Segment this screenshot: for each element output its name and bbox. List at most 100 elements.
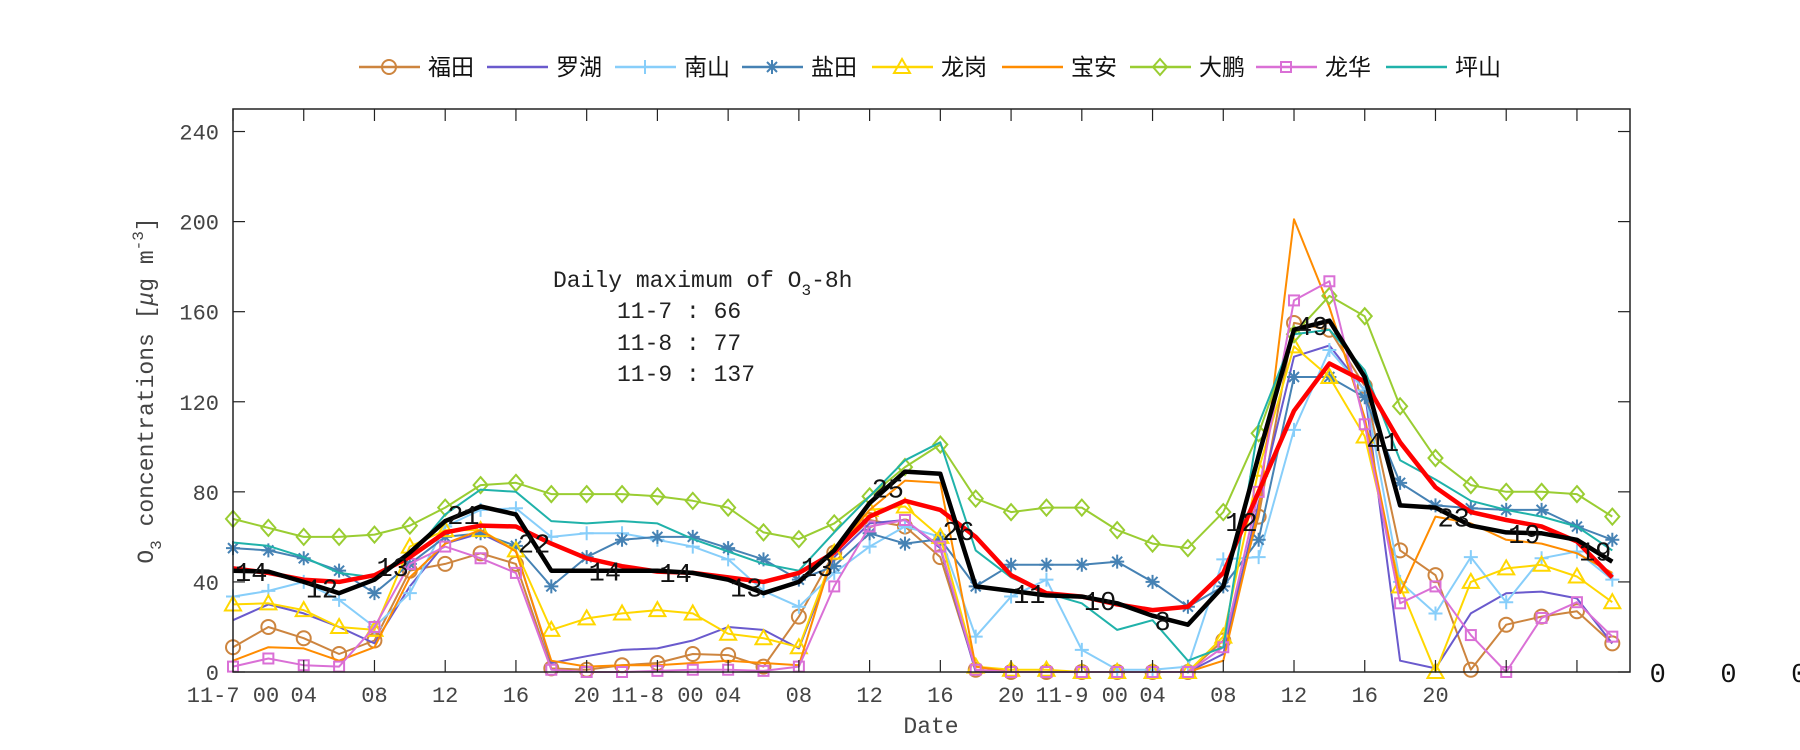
point-label: 0 — [1791, 661, 1800, 691]
data-point — [368, 620, 381, 633]
data-point — [401, 516, 419, 536]
point-label: 0 — [1650, 661, 1666, 691]
data-point — [1461, 571, 1481, 589]
series-lines — [223, 218, 1623, 680]
series-南山 — [226, 342, 1620, 677]
data-point — [1251, 550, 1266, 565]
data-point — [969, 663, 982, 676]
x-tick-label: 11-7 00 — [187, 684, 279, 709]
point-label: 23 — [1437, 506, 1469, 536]
point-label: 13 — [801, 555, 833, 585]
x-tick-label: 12 — [432, 684, 458, 709]
data-point — [473, 526, 488, 541]
point-label: 21 — [447, 503, 479, 533]
data-point — [1323, 275, 1336, 288]
data-point — [1321, 286, 1338, 306]
data-point — [1144, 534, 1161, 554]
point-label: 41 — [1367, 430, 1399, 460]
data-point — [1462, 475, 1480, 495]
x-tick-label: 08 — [1210, 684, 1236, 709]
legend-label: 南山 — [684, 55, 730, 81]
data-point — [294, 600, 314, 618]
data-point — [863, 520, 876, 533]
data-point — [647, 600, 668, 618]
data-point — [402, 586, 417, 601]
data-point — [1462, 661, 1479, 678]
data-point — [258, 593, 279, 611]
y-tick-label: 0 — [206, 662, 219, 687]
point-labels: 14 12 13 21 22 14 14 13 13 25 26 11 10 8 12 49 41 23 19 19 0… — [235, 314, 1800, 691]
data-point — [1179, 538, 1197, 558]
data-point — [1358, 418, 1371, 431]
data-point — [684, 491, 702, 511]
red-line — [232, 361, 1614, 613]
data-point — [329, 616, 349, 634]
y-tick-label: 120 — [179, 392, 219, 417]
data-point — [1110, 554, 1125, 569]
y-axis-label-part: ] — [134, 217, 160, 231]
data-point — [544, 579, 559, 594]
data-point — [262, 652, 275, 665]
daily-max-annotation: Daily maximum of O3-8h 11-7 : 66 11-8 : … — [553, 268, 852, 388]
x-tick-label: 04 — [1139, 684, 1165, 709]
data-point — [474, 552, 487, 565]
data-point — [576, 608, 597, 626]
data-point — [1356, 306, 1374, 326]
annotation-title-subscript: 3 — [801, 282, 811, 300]
data-point — [1567, 566, 1587, 584]
data-point — [437, 555, 454, 572]
data-point — [435, 520, 455, 538]
annotation-title-suffix: -8h — [811, 268, 852, 294]
data-point — [789, 637, 809, 655]
data-point — [686, 663, 699, 676]
x-tick-label: 04 — [291, 684, 317, 709]
data-point — [1602, 592, 1623, 610]
data-point — [1568, 484, 1586, 504]
x-axis-label: Date — [903, 714, 958, 740]
point-label: 8 — [1155, 609, 1171, 639]
data-point — [470, 520, 491, 538]
data-point — [932, 435, 949, 455]
data-point — [1498, 616, 1515, 633]
data-point — [1322, 342, 1337, 357]
legend-marker-icon — [381, 59, 397, 75]
data-point — [578, 484, 595, 504]
legend: 福田 罗湖 南山 盐田 龙岗 宝安 大鹏 龙华 坪山 — [359, 55, 1501, 81]
data-point — [1393, 475, 1408, 490]
data-point — [366, 525, 383, 545]
data-point — [1534, 502, 1549, 517]
x-tick-label: 11-8 00 — [611, 684, 703, 709]
point-label: 49 — [1296, 314, 1328, 344]
data-point — [1287, 369, 1302, 384]
data-point — [897, 536, 912, 551]
series-line — [232, 349, 1613, 671]
data-point — [1002, 502, 1020, 522]
data-point — [756, 552, 771, 567]
y-axis-label-part: g m — [134, 250, 160, 291]
annotation-title-text: Daily maximum of O — [553, 268, 801, 294]
y-tick-label: 40 — [193, 572, 219, 597]
legend-item: 大鹏 — [1130, 55, 1245, 81]
data-point — [1039, 557, 1054, 572]
data-point — [684, 645, 701, 662]
data-point — [260, 518, 277, 538]
data-point — [296, 551, 311, 566]
data-point — [1568, 603, 1585, 620]
data-point — [718, 623, 738, 641]
x-tick-label: 20 — [998, 684, 1024, 709]
y-tick-label: 160 — [179, 302, 219, 327]
data-point — [541, 619, 562, 637]
data-point — [1429, 580, 1442, 593]
data-point — [1570, 596, 1583, 609]
point-label: 19 — [1579, 540, 1611, 570]
data-point — [1108, 520, 1126, 540]
legend-item: 盐田 — [742, 55, 857, 81]
data-point — [934, 540, 947, 553]
annotation-title: Daily maximum of O3-8h — [553, 268, 852, 300]
data-point — [1074, 557, 1089, 572]
data-point — [1214, 502, 1232, 522]
data-point — [472, 475, 489, 495]
series-line — [232, 321, 1613, 673]
